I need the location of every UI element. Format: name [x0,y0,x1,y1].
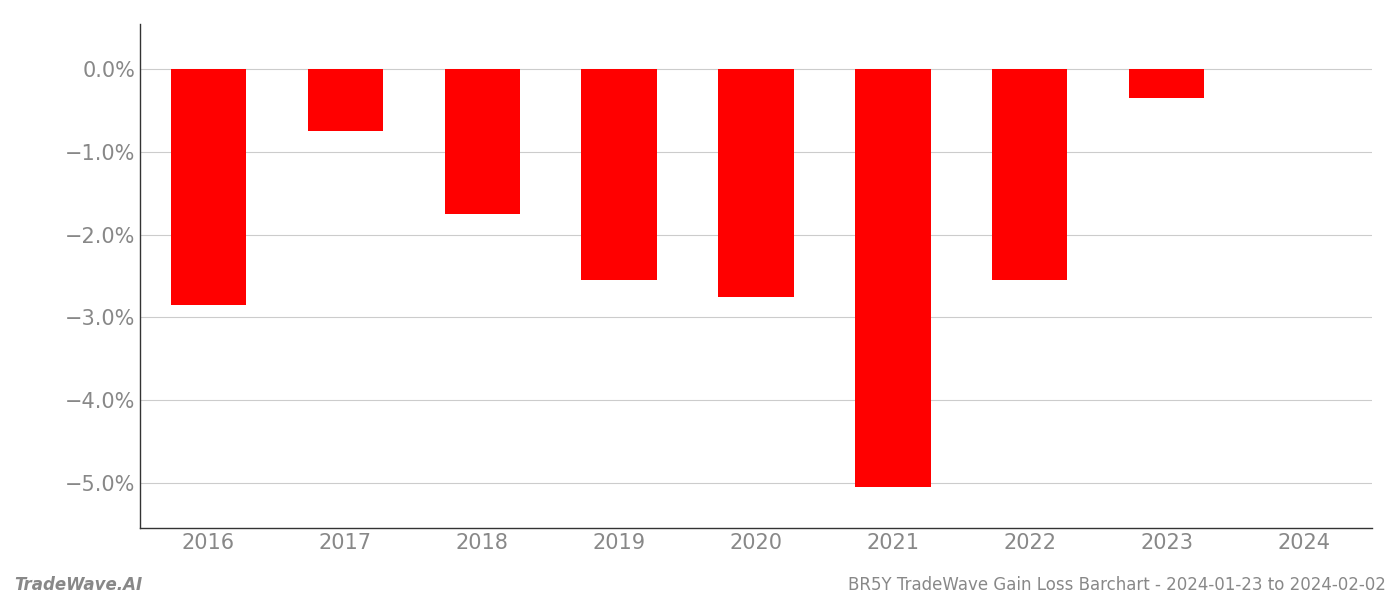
Bar [308,70,384,131]
Bar [1128,70,1204,98]
Text: BR5Y TradeWave Gain Loss Barchart - 2024-01-23 to 2024-02-02: BR5Y TradeWave Gain Loss Barchart - 2024… [848,576,1386,594]
Bar [171,70,246,305]
Bar [581,70,657,280]
Text: TradeWave.AI: TradeWave.AI [14,576,143,594]
Bar [993,70,1067,280]
Bar [718,70,794,296]
Bar [445,70,519,214]
Bar [855,70,931,487]
